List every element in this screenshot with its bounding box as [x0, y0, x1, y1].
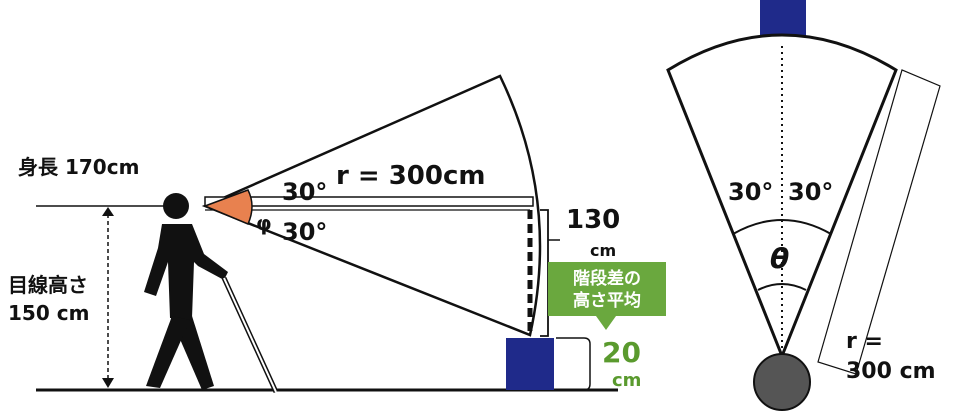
step-badge: [548, 262, 666, 316]
top-outer-angle-arc: [732, 219, 832, 235]
drop-bracket: [540, 209, 549, 337]
lower-angle-label: 30°: [282, 218, 327, 246]
radius-bar: [204, 196, 534, 207]
step-badge-pointer: [596, 316, 616, 330]
step-unit: cm: [612, 370, 641, 391]
step-value: 20: [602, 336, 641, 369]
step-height-bracket: [556, 337, 591, 391]
top-radius-bar: [817, 69, 941, 375]
eye-height-label-line1: 目線高さ: [8, 273, 88, 297]
top-view-sector: [666, 33, 898, 361]
top-left-angle-label: 30°: [728, 178, 773, 206]
radius-label: r = 300cm: [336, 161, 486, 191]
person-figure: [144, 193, 228, 390]
cane: [223, 277, 277, 393]
side-obstacle: [506, 338, 554, 390]
height-label: 身長 170cm: [18, 155, 139, 179]
phi-angle-wedge: [202, 189, 253, 225]
top-radius-label-line2: 300 cm: [846, 359, 936, 384]
upper-angle-label: 30°: [282, 178, 327, 206]
top-right-angle-label: 30°: [788, 178, 833, 206]
head-top-view: [753, 353, 811, 411]
drop-value: 130: [566, 205, 620, 235]
eye-height-label-line2: 150 cm: [8, 301, 89, 325]
phi-symbol: φ: [256, 211, 272, 235]
top-inner-angle-arc: [757, 283, 807, 291]
theta-symbol: θ: [770, 242, 789, 275]
drop-unit: cm: [590, 241, 616, 260]
eye-height-arrow: [102, 207, 114, 388]
step-badge-line1: 階段差の: [573, 268, 641, 289]
step-badge-line2: 高さ平均: [573, 290, 641, 311]
top-radius-label-line1: r =: [846, 329, 883, 354]
